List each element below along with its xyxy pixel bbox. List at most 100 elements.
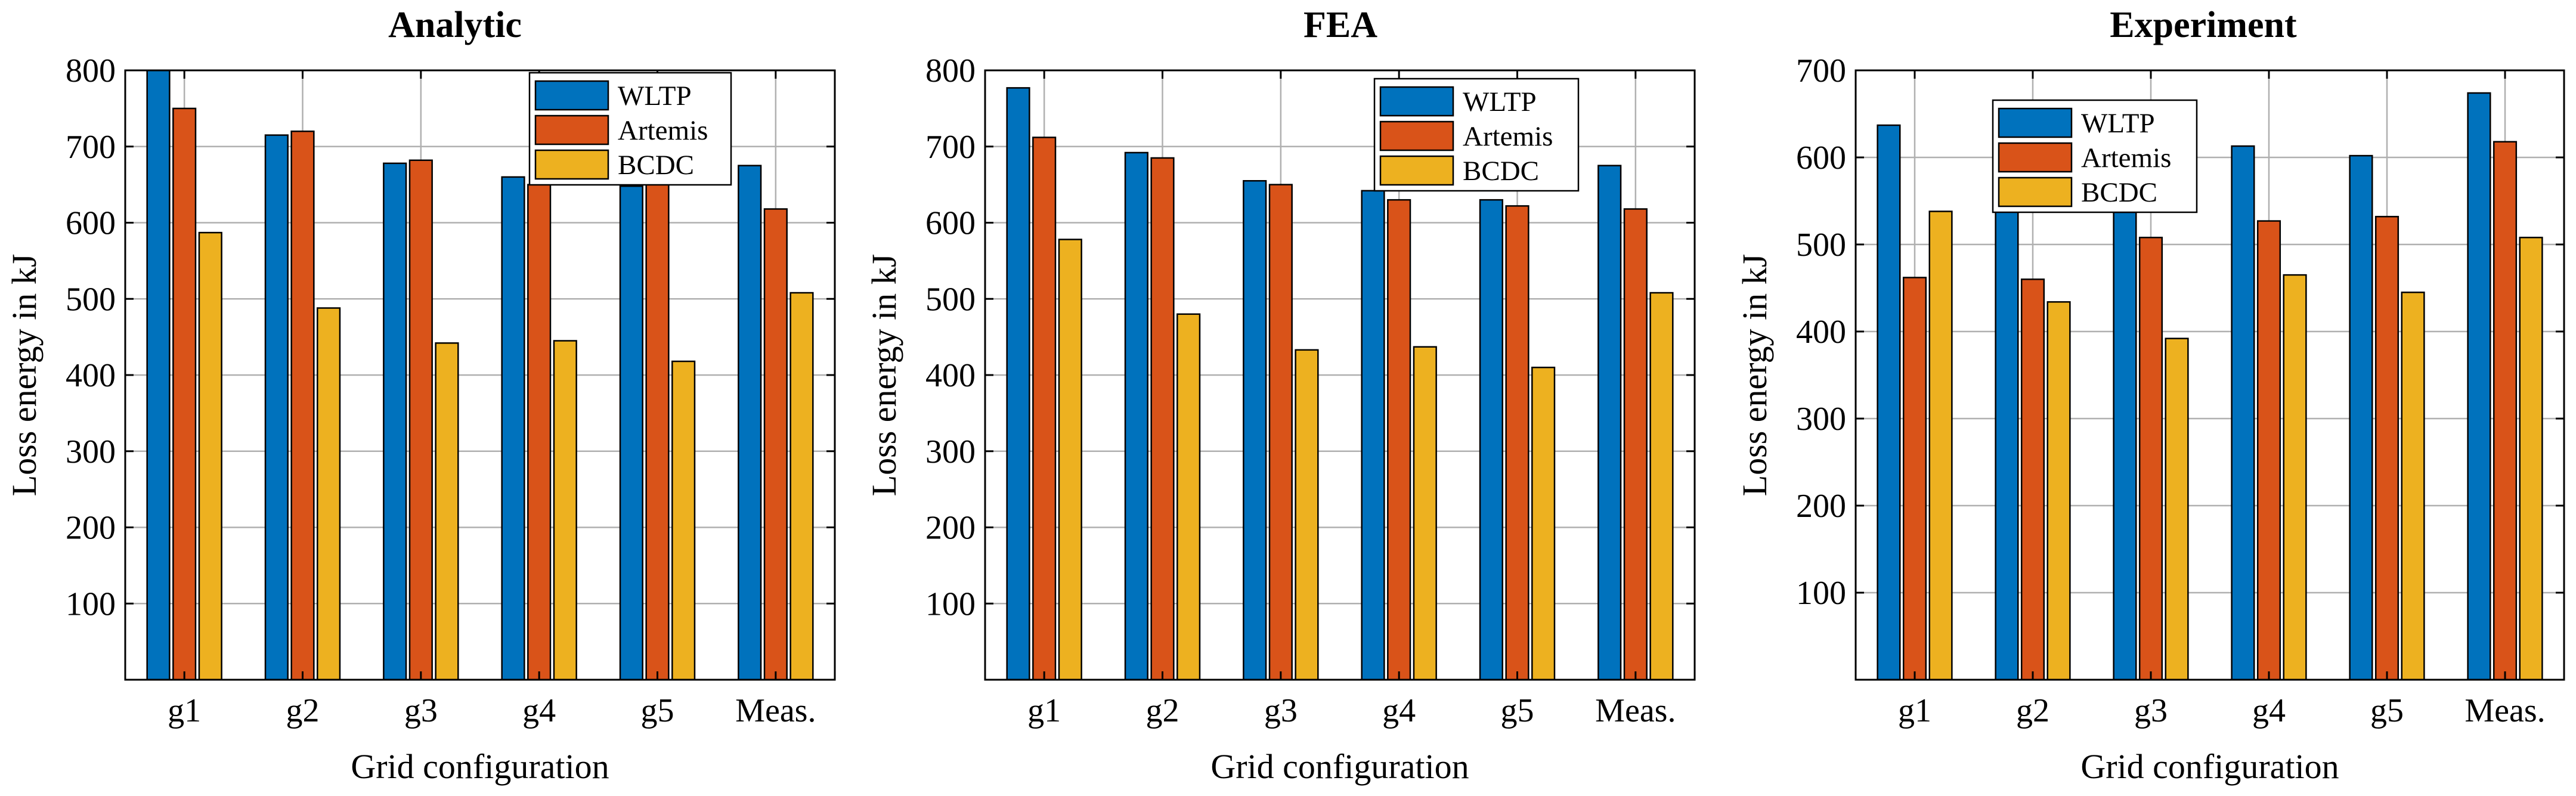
y-tick-label: 200 [1796, 488, 1846, 525]
bar-wltp-g1 [1006, 87, 1030, 681]
y-tick-label: 500 [925, 281, 976, 318]
legend-label-bcdc: BCDC [2081, 177, 2157, 208]
x-axis-label: Grid configuration [351, 747, 609, 786]
bar-bcdc-g1 [1928, 210, 1953, 681]
bar-wltp-g5 [1479, 199, 1503, 681]
y-tick-label: 600 [925, 205, 976, 242]
bar-artemis-g3 [1268, 184, 1293, 681]
chart-title: Experiment [2110, 5, 2297, 45]
x-tick-label: g3 [404, 692, 438, 729]
bar-artemis-meas [2493, 141, 2518, 681]
legend-label-wltp: WLTP [2081, 108, 2155, 139]
y-axis-label: Loss energy in kJ [1735, 254, 1774, 497]
bar-bcdc-g5 [671, 360, 696, 681]
y-tick-label: 700 [66, 129, 116, 166]
legend-swatch-artemis [1998, 142, 2073, 173]
series-artemis [1902, 141, 2518, 681]
legend-swatch-bcdc [534, 149, 609, 180]
legend-label-bcdc: BCDC [618, 150, 694, 181]
bar-artemis-g1 [1032, 137, 1057, 681]
bar-artemis-g2 [290, 130, 315, 681]
x-tick-label: g2 [1146, 692, 1179, 729]
legend-label-artemis: Artemis [1463, 121, 1553, 152]
bar-wltp-g2 [1995, 205, 2019, 681]
bar-artemis-g2 [1150, 157, 1175, 681]
y-tick-label: 200 [925, 510, 976, 547]
bar-artemis-g1 [172, 107, 197, 681]
y-tick-label: 300 [66, 433, 116, 470]
x-axis-label: Grid configuration [2080, 747, 2339, 786]
bar-wltp-meas [738, 165, 762, 681]
series-wltp [146, 69, 762, 681]
legend: WLTP Artemis BCDC [528, 72, 732, 186]
bar-artemis-g3 [408, 159, 433, 681]
bar-wltp-g1 [1877, 124, 1901, 681]
legend-swatch-wltp [534, 80, 609, 111]
bar-wltp-g3 [383, 162, 407, 681]
legend-label-artemis: Artemis [2081, 143, 2171, 174]
bar-artemis-meas [1623, 208, 1648, 681]
legend-swatch-wltp [1379, 86, 1454, 117]
y-axis-label: Loss energy in kJ [865, 254, 903, 497]
bar-wltp-g2 [264, 134, 289, 681]
x-tick-label: Meas. [2464, 692, 2545, 729]
y-tick-label: 400 [66, 357, 116, 394]
y-tick-label: 500 [66, 281, 116, 318]
y-tick-label: 400 [1796, 314, 1846, 351]
bar-bcdc-g5 [2401, 292, 2425, 681]
x-tick-label: g1 [168, 692, 201, 729]
bar-wltp-meas [1597, 165, 1622, 681]
bar-artemis-g3 [2138, 237, 2163, 681]
bar-bcdc-g2 [1176, 313, 1201, 681]
bar-artemis-g4 [2256, 220, 2281, 681]
bar-bcdc-g3 [2165, 337, 2189, 681]
bar-bcdc-g3 [1295, 349, 1319, 681]
legend-label-wltp: WLTP [618, 80, 692, 111]
y-tick-label: 300 [925, 433, 976, 470]
y-tick-label: 600 [1796, 140, 1846, 176]
bar-wltp-g3 [2113, 211, 2137, 681]
x-tick-label: g1 [1898, 692, 1931, 729]
bar-wltp-g5 [2349, 154, 2373, 681]
y-axis-label: Loss energy in kJ [5, 254, 44, 497]
bar-wltp-g1 [146, 69, 171, 681]
bar-artemis-g5 [645, 184, 670, 681]
x-tick-label: g3 [1264, 692, 1298, 729]
y-tick-label: 100 [1796, 575, 1846, 612]
y-tick-label: 500 [1796, 227, 1846, 264]
bar-bcdc-meas [2519, 237, 2543, 681]
y-tick-label: 200 [66, 510, 116, 547]
x-tick-label: Meas. [1595, 692, 1676, 729]
bar-bcdc-meas [1649, 292, 1674, 681]
bar-wltp-g4 [2231, 145, 2255, 681]
series-artemis [1032, 137, 1648, 681]
y-tick-label: 400 [925, 357, 976, 394]
bar-bcdc-g1 [198, 231, 222, 681]
bar-artemis-g2 [2020, 278, 2045, 681]
bar-artemis-g1 [1902, 277, 1927, 681]
legend-swatch-bcdc [1379, 155, 1454, 186]
x-tick-label: g2 [2016, 692, 2049, 729]
legend-label-artemis: Artemis [618, 115, 708, 146]
legend-swatch-artemis [534, 114, 609, 145]
legend-swatch-bcdc [1998, 176, 2073, 207]
y-tick-label: 700 [925, 129, 976, 166]
x-tick-label: g1 [1027, 692, 1061, 729]
bar-bcdc-g4 [553, 340, 577, 681]
bar-bcdc-g1 [1058, 239, 1082, 681]
bar-bcdc-g2 [317, 307, 341, 681]
chart-panel-0: 100 200 300 400 500 600 700 800 g1 g2 g3 g4 g5 Meas. A… [5, 5, 836, 786]
bar-wltp-g3 [1243, 179, 1267, 681]
y-tick-label: 800 [66, 52, 116, 89]
legend-label-wltp: WLTP [1463, 86, 1537, 117]
chart-panel-2: 100 200 300 400 500 600 700 g1 g2 g3 g4 g5 Meas. Expe… [1735, 5, 2565, 786]
bar-artemis-g4 [527, 184, 552, 681]
bar-bcdc-meas [789, 292, 814, 681]
x-tick-label: g4 [2252, 692, 2286, 729]
chart-title: FEA [1304, 5, 1377, 45]
bar-wltp-g4 [501, 176, 525, 681]
series-wltp [1006, 87, 1622, 681]
bar-bcdc-g5 [1531, 366, 1556, 681]
